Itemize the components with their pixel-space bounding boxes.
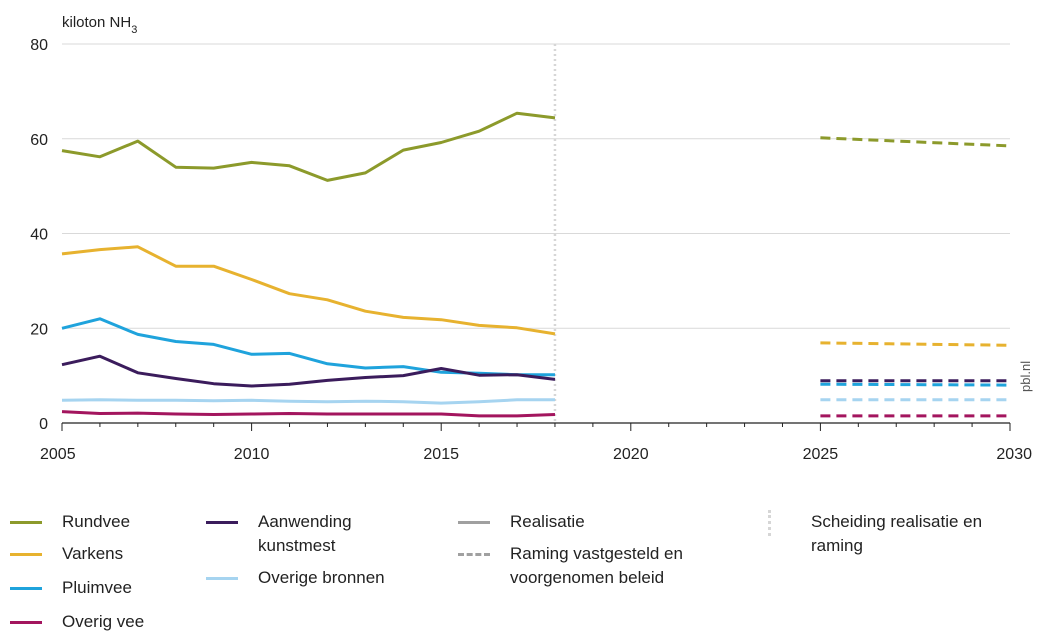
- series-line-4: [61, 354, 556, 388]
- series-line-5: [61, 398, 555, 405]
- series-line-3: [61, 410, 556, 418]
- y-tick-label-20: 20: [30, 321, 48, 338]
- legend-label-rundvee: Rundvee: [62, 512, 131, 531]
- legend-item-raming: Raming vastgesteld en voorgenomen beleid: [458, 542, 730, 590]
- legend-swatch-aanwending-kunstmest: [206, 521, 238, 524]
- x-tick-label-2020: 2020: [613, 446, 649, 463]
- legend-swatch-pluimvee: [10, 587, 42, 590]
- projection-line-2: [820, 382, 1011, 387]
- legend-swatch-scheiding: [768, 510, 771, 536]
- series-line-1: [61, 245, 556, 336]
- series-lines: [61, 111, 1011, 418]
- x-tick-label-2005: 2005: [40, 446, 76, 463]
- legend-swatch-varkens: [10, 553, 42, 556]
- legend-label-pluimvee: Pluimvee: [62, 578, 132, 597]
- legend-item-aanwending-kunstmest: Aanwending kunstmest: [206, 510, 416, 558]
- x-tick-label-2010: 2010: [234, 446, 270, 463]
- legend-item-rundvee: Rundvee: [10, 510, 130, 534]
- legend-item-varkens: Varkens: [10, 542, 123, 566]
- legend-item-overig-vee: Overig vee: [10, 610, 144, 634]
- source-credit: pbl.nl: [1018, 360, 1033, 392]
- projection-line-1: [820, 341, 1011, 347]
- legend-label-overig-vee: Overig vee: [62, 612, 145, 631]
- y-tick-label-60: 60: [30, 132, 48, 149]
- series-line-0: [61, 111, 556, 182]
- y-axis-label: kiloton NH3: [62, 14, 137, 36]
- chart-canvas: 0 20 40 60 80 2005 2010 2015 2020 2025 2030 kiloto…: [30, 14, 1032, 463]
- legend-label-varkens: Varkens: [62, 544, 124, 563]
- legend-swatch-overig-vee: [10, 621, 42, 624]
- legend-label-realisatie: Realisatie: [510, 512, 585, 531]
- gridlines: [62, 43, 1010, 329]
- y-tick-label-40: 40: [30, 227, 48, 244]
- axes: 0 20 40 60 80 2005 2010 2015 2020 2025 2030: [30, 37, 1032, 463]
- y-tick-label-80: 80: [30, 37, 48, 54]
- series-line-2: [61, 317, 555, 377]
- legend-label-overige-bronnen: Overige bronnen: [258, 568, 385, 587]
- legend-label-scheiding: Scheiding realisatie en raming: [811, 512, 983, 555]
- legend-item-realisatie: Realisatie: [458, 510, 585, 534]
- x-tick-label-2030: 2030: [996, 446, 1032, 463]
- legend-label-raming: Raming vastgesteld en voorgenomen beleid: [510, 544, 683, 587]
- legend-swatch-realisatie: [458, 521, 490, 524]
- legend-item-overige-bronnen: Overige bronnen: [206, 566, 385, 590]
- x-tick-label-2015: 2015: [423, 446, 459, 463]
- legend: Rundvee Varkens Pluimvee Overig vee Aanw…: [0, 500, 1037, 635]
- y-tick-label-0: 0: [39, 416, 48, 433]
- legend-swatch-rundvee: [10, 521, 42, 524]
- legend-swatch-overige-bronnen: [206, 577, 238, 580]
- legend-item-pluimvee: Pluimvee: [10, 576, 132, 600]
- legend-swatch-raming: [458, 553, 490, 556]
- legend-item-scheiding: Scheiding realisatie en raming: [768, 510, 1011, 558]
- x-tick-label-2025: 2025: [803, 446, 839, 463]
- legend-label-aanwending-kunstmest: Aanwending kunstmest: [258, 512, 352, 555]
